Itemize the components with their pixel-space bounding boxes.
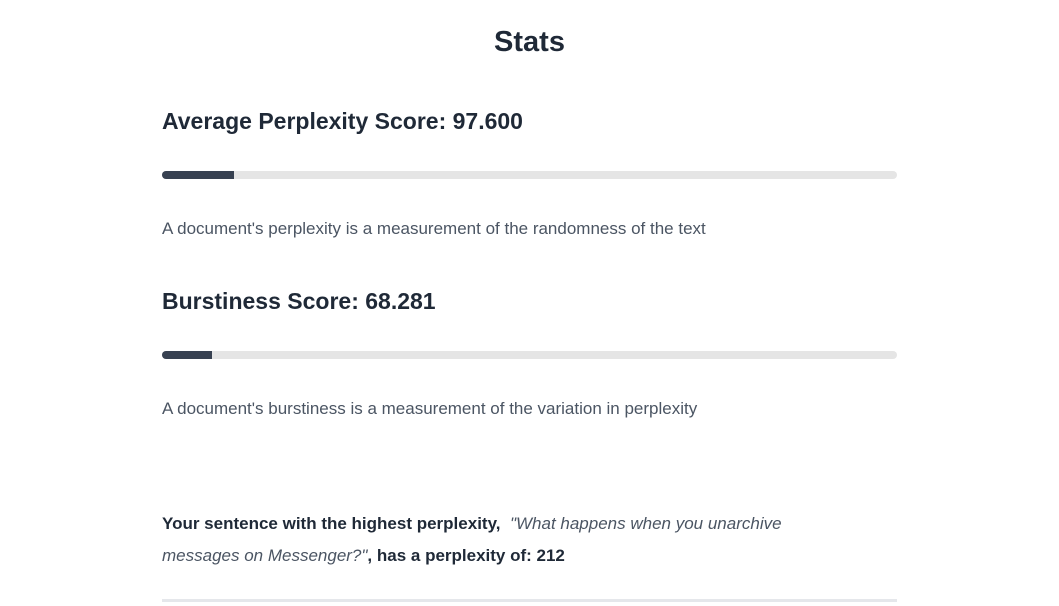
highest-sentence: "What happens when you unarchive message… — [162, 514, 782, 565]
perplexity-progress-bar — [162, 171, 897, 179]
burstiness-description: A document's burstiness is a measurement… — [162, 399, 698, 418]
perplexity-progress-fill — [162, 171, 234, 179]
highest-perplexity-sentence: Your sentence with the highest perplexit… — [162, 508, 832, 572]
burstiness-progress-fill — [162, 351, 213, 359]
divider — [162, 599, 897, 602]
perplexity-heading: Average Perplexity Score: 97.600 — [162, 108, 523, 134]
burstiness-section: Burstiness Score: 68.281 A document's bu… — [162, 288, 897, 418]
perplexity-section: Average Perplexity Score: 97.600 A docum… — [162, 108, 897, 238]
page-title: Stats — [494, 26, 565, 58]
highest-suffix: , has a perplexity of: 212 — [367, 546, 565, 565]
burstiness-progress-bar — [162, 351, 897, 359]
highest-prefix: Your sentence with the highest perplexit… — [162, 514, 501, 533]
burstiness-heading: Burstiness Score: 68.281 — [162, 288, 436, 314]
perplexity-description: A document's perplexity is a measurement… — [162, 219, 706, 238]
